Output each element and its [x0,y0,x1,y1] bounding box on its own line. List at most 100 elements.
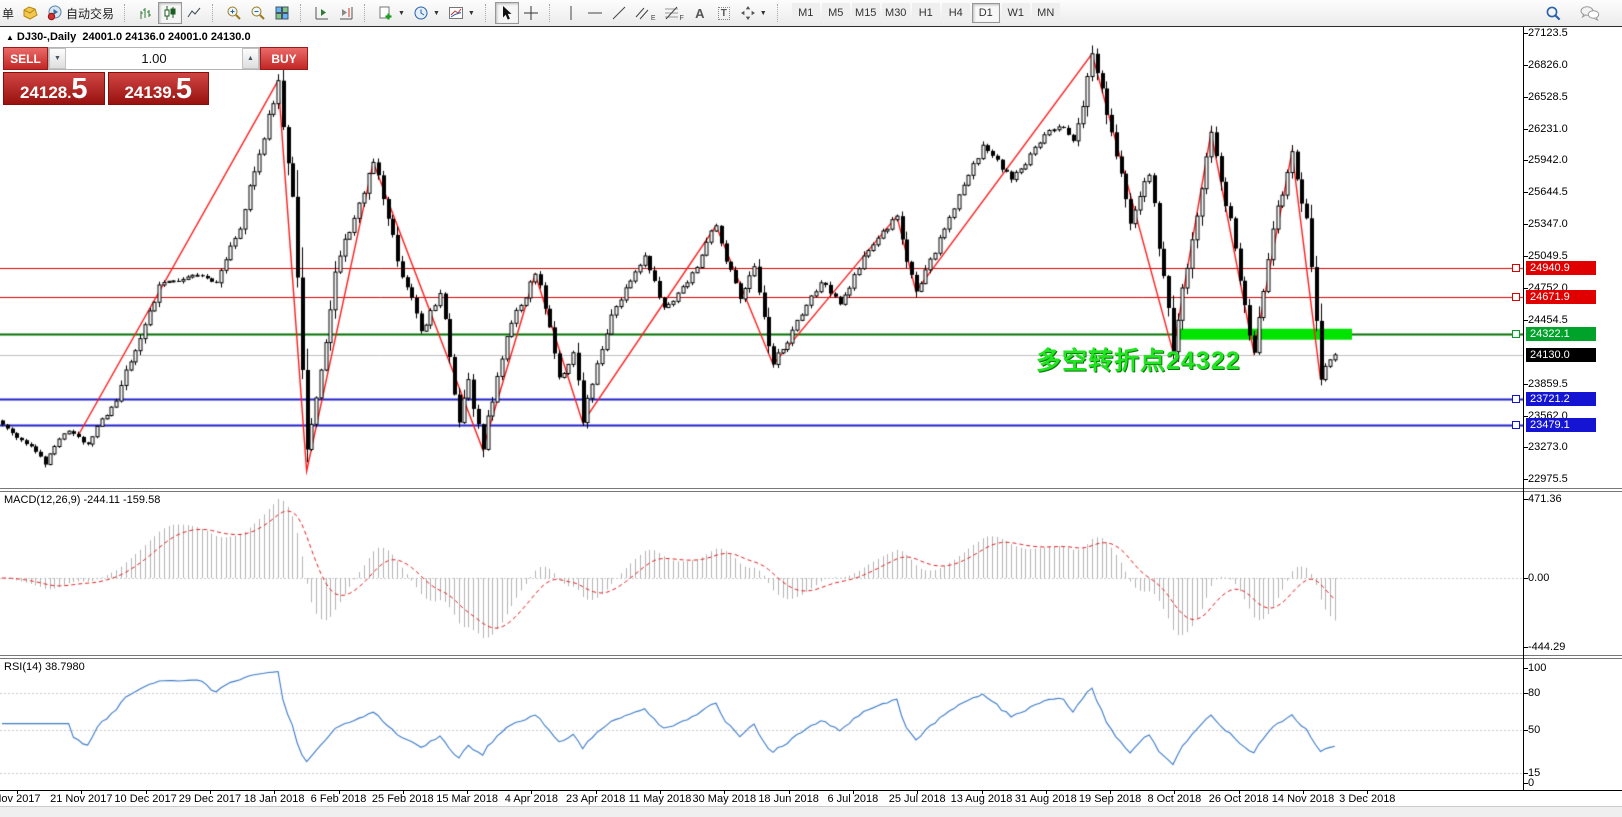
clock-icon [414,6,428,20]
auto-scroll-button[interactable] [334,2,358,24]
zoom-out-button[interactable] [246,2,270,24]
price-tick-label: 25942.0 [1528,154,1568,167]
rsi-indicator-label: RSI(14) 38.7980 [4,661,85,673]
new-order-label[interactable]: 单 [2,6,15,21]
price-tick-label: 26528.5 [1528,90,1568,103]
templates-button[interactable]: ▼ [444,2,479,24]
sell-price-button[interactable]: 24128. 5 [3,72,105,105]
macd-pane-canvas[interactable] [0,492,1523,655]
timeframe-m30[interactable]: M30 [881,3,910,23]
timeframe-m1[interactable]: M1 [791,3,820,23]
date-tick [339,790,340,794]
date-tick-label: 18 Jan 2018 [243,793,305,805]
axis-tick [1523,224,1528,225]
periods-button[interactable]: ▼ [409,2,444,24]
timeframe-d1[interactable]: D1 [971,3,1000,23]
axis-tick [1523,773,1528,774]
pane-separator[interactable] [0,488,1622,492]
new-order-button[interactable] [18,2,43,24]
buy-button[interactable]: BUY [260,47,308,70]
date-tick-label: 21 Nov 2017 [50,793,113,805]
volume-increase-button[interactable]: ▲ [242,48,259,69]
symbol-period-label: DJ30-,Daily [16,31,77,43]
one-click-trading-panel: SELL ▼ ▲ BUY 24128.5 24139.5 [3,47,308,105]
date-tick-label: 26 Oct 2018 [1208,793,1269,805]
fibonacci-tool-button[interactable]: F [660,2,688,24]
channel-tool-button[interactable]: E [631,2,660,24]
time-axis-line [0,790,1622,791]
date-tick-label: 6 Feb 2018 [310,793,367,805]
new-order-icon [23,5,38,20]
pane-separator[interactable] [0,655,1622,659]
axis-tick [1523,65,1528,66]
volume-decrease-button[interactable]: ▼ [49,48,66,69]
price-tick-label: 26826.0 [1528,58,1568,71]
candlestick-chart-button[interactable] [158,2,183,24]
text-label-icon: T [717,6,730,20]
horizontal-line-tool-button[interactable] [583,2,607,24]
line-chart-button[interactable] [182,2,206,24]
date-tick-label: 23 Apr 2018 [566,793,626,805]
trendline-tool-button[interactable] [607,2,631,24]
zoom-in-button[interactable] [222,2,246,24]
price-marker-label: 24940.9 [1526,260,1596,275]
vertical-line-tool-button[interactable] [559,2,583,24]
axis-tick [1523,160,1528,161]
crosshair-button[interactable] [519,2,543,24]
tile-windows-button[interactable] [270,2,294,24]
date-tick-label: 15 Mar 2018 [436,793,498,805]
price-chart-canvas[interactable] [0,27,1523,488]
axis-tick [1523,384,1528,385]
vertical-line-icon [570,6,572,20]
bar-chart-button[interactable] [134,2,158,24]
date-tick [789,790,790,794]
axis-tick [1523,129,1528,130]
timeframe-h1[interactable]: H1 [911,3,940,23]
cursor-icon [503,6,512,20]
price-marker-label: 23721.2 [1526,391,1596,406]
chat-button[interactable] [1576,2,1604,24]
date-tick [660,790,661,794]
new-chart-button[interactable]: ▼ [374,2,409,24]
axis-tick [1523,499,1528,500]
price-marker-label: 23479.1 [1526,417,1596,432]
date-tick [531,790,532,794]
autotrading-button[interactable]: 自动交易 [43,2,118,24]
buy-price-button[interactable]: 24139. 5 [107,72,209,105]
date-tick [210,790,211,794]
template-icon [448,7,463,19]
sell-button[interactable]: SELL [3,47,48,70]
rsi-pane-canvas[interactable] [0,659,1523,790]
date-tick [1239,790,1240,794]
arrows-tool-button[interactable]: ▼ [736,2,771,24]
price-marker-connector [1512,394,1520,403]
date-tick [403,790,404,794]
price-marker-connector [1512,330,1520,339]
timeframe-m5[interactable]: M5 [821,3,850,23]
chart-shift-button[interactable] [310,2,334,24]
timeframe-m15[interactable]: M15 [851,3,880,23]
timeframe-mn[interactable]: MN [1031,3,1060,23]
date-tick-label: 30 May 2018 [692,793,757,805]
cursor-button[interactable] [494,2,519,24]
toolbar-separator [300,4,306,22]
date-tick [17,790,18,794]
axis-tick [1523,647,1528,648]
date-tick [596,790,597,794]
search-button[interactable] [1541,2,1566,24]
timeframe-w1[interactable]: W1 [1001,3,1030,23]
date-tick-label: 6 Jul 2018 [827,793,879,805]
chart-title: ▲ DJ30-,Daily 24001.0 24136.0 24001.0 241… [6,31,251,43]
text-label-tool-button[interactable]: T [712,2,736,24]
date-tick [1110,790,1111,794]
search-icon [1546,6,1561,20]
buy-price-int: 24139 [124,83,172,102]
fibo-sub-label: F [679,15,684,22]
date-tick [1046,790,1047,794]
volume-input[interactable] [66,48,242,69]
text-tool-button[interactable]: A [688,2,712,24]
axis-tick [1523,256,1528,257]
price-tick-label: 22975.5 [1528,472,1568,485]
timeframe-h4[interactable]: H4 [941,3,970,23]
date-tick-label: 25 Feb 2018 [371,793,434,805]
